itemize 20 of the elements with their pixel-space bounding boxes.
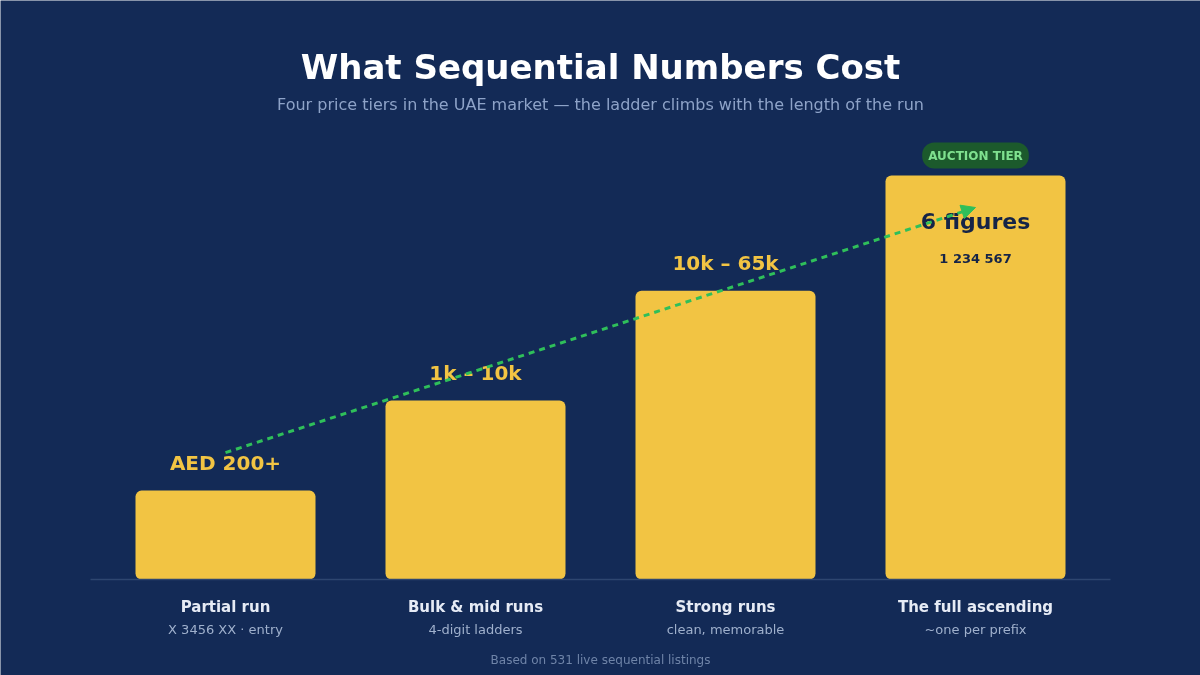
x-tick-label: Strong runs (675, 597, 776, 616)
bar (385, 400, 566, 580)
annotation: 6 figures (920, 209, 1031, 234)
text: Based on 531 live sequential listings (490, 652, 711, 667)
annotation: 1 234 567 (939, 251, 1012, 266)
text: AUCTION TIER (928, 148, 1023, 163)
annotation: 10k – 65k (672, 250, 780, 275)
bar (635, 290, 816, 580)
text: ~one per prefix (924, 622, 1027, 637)
x-tick-label: Bulk & mid runs (407, 597, 544, 616)
text: 4-digit ladders (428, 622, 523, 637)
text: X 3456 XX · entry (168, 622, 284, 637)
text: clean, memorable (666, 622, 785, 637)
bar (135, 490, 316, 580)
chart-title: What Sequential Numbers Cost (300, 46, 901, 87)
bar (885, 175, 1066, 580)
annotation: AED 200+ (169, 450, 282, 475)
x-tick-label: Partial run (180, 597, 271, 616)
x-tick-label: The full ascending (897, 597, 1054, 616)
chart-subtitle: Four price tiers in the UAE market — the ladder climbs with the length of the run (277, 95, 924, 114)
